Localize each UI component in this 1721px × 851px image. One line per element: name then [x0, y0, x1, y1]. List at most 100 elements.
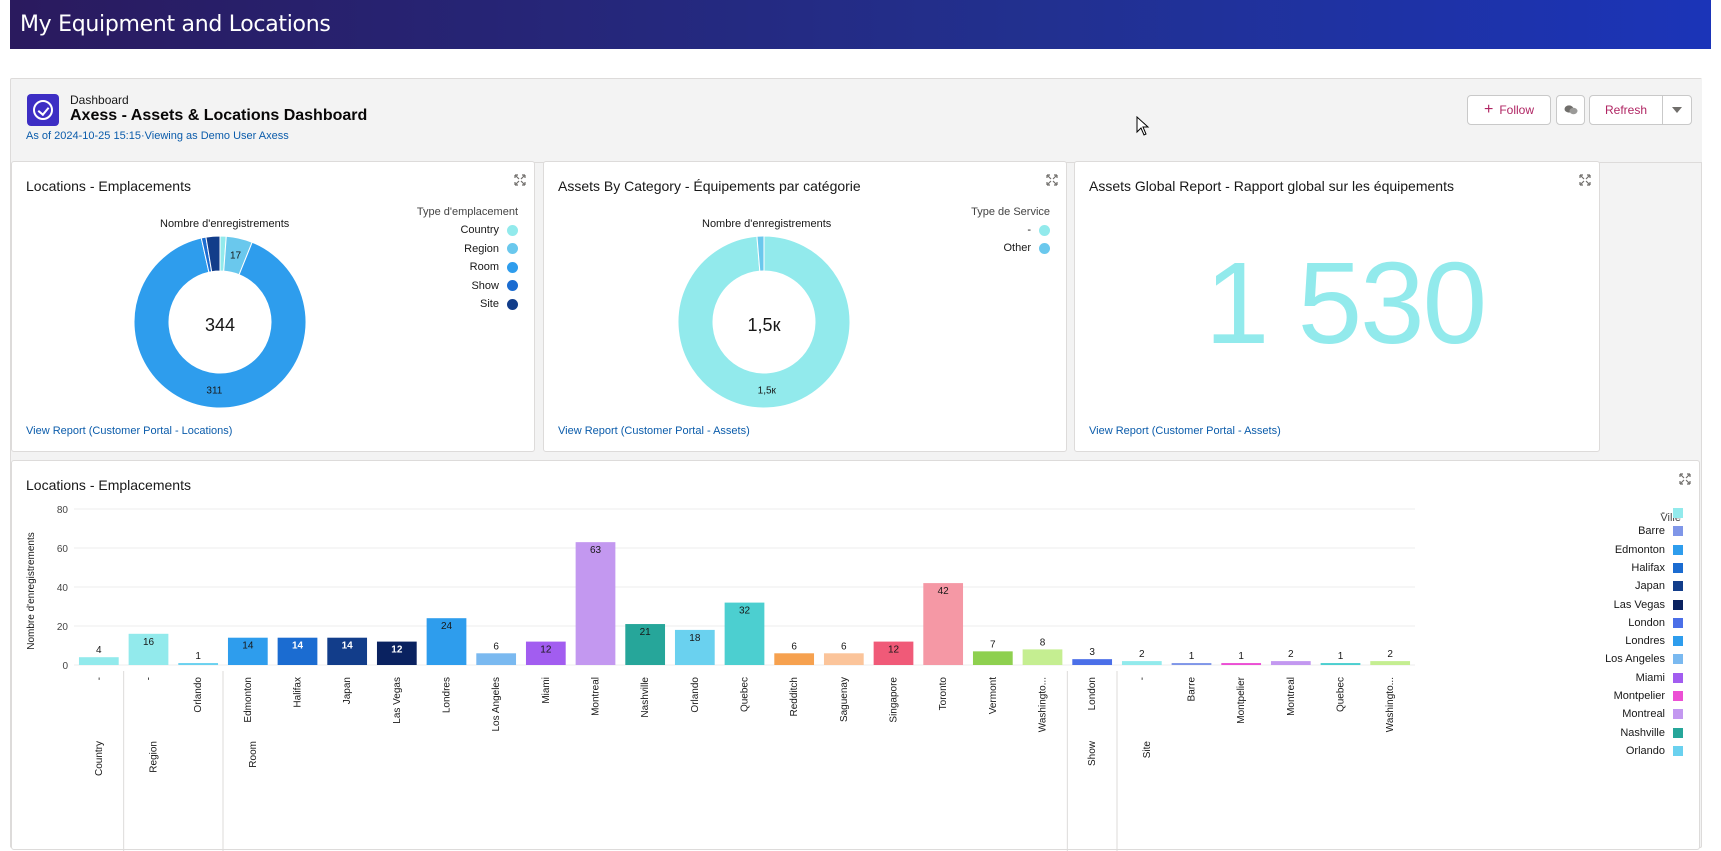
legend-item[interactable]: - — [1661, 507, 1683, 519]
legend-item[interactable]: Las Vegas — [1614, 599, 1683, 611]
legend-item[interactable]: Edmonton — [1615, 544, 1683, 556]
bar[interactable] — [575, 542, 616, 665]
x-tick-label: Edmonton — [243, 677, 254, 723]
legend-item[interactable]: Site — [480, 298, 518, 310]
legend-item[interactable]: Room — [470, 261, 518, 273]
expand-icon[interactable] — [1046, 174, 1058, 186]
bar[interactable] — [873, 641, 914, 665]
donut-slice-none[interactable] — [677, 235, 851, 409]
bar[interactable] — [625, 624, 666, 665]
locations-donut-chart[interactable]: 17 311 — [130, 232, 310, 412]
bar[interactable] — [1022, 649, 1063, 665]
legend-item[interactable]: Other — [1003, 242, 1050, 254]
x-tick-label: Saguenay — [839, 677, 850, 722]
legend-swatch — [1673, 617, 1683, 628]
bar[interactable] — [1270, 661, 1311, 665]
bar[interactable] — [277, 637, 318, 665]
legend-item[interactable]: Show — [471, 280, 518, 292]
donut-slice-room[interactable] — [133, 237, 307, 409]
legend-item[interactable]: Barre — [1638, 525, 1683, 537]
legend-item[interactable]: Orlando — [1626, 745, 1683, 757]
bar-data-label: 6 — [493, 641, 499, 652]
legend-item[interactable]: Nashville — [1620, 727, 1683, 739]
bar[interactable] — [376, 641, 417, 665]
donut-slice-other[interactable] — [756, 235, 765, 272]
more-actions-button[interactable] — [1662, 95, 1692, 125]
expand-icon[interactable] — [514, 174, 526, 186]
legend-label: Country — [460, 224, 499, 236]
card-title: Assets By Category - Équipements par cat… — [558, 178, 861, 194]
bar[interactable] — [1370, 661, 1411, 665]
bar[interactable] — [774, 653, 815, 665]
bar[interactable] — [327, 637, 368, 665]
legend-label: Room — [469, 261, 499, 273]
bar[interactable] — [923, 583, 964, 665]
legend-swatch — [507, 298, 518, 310]
subscribe-button[interactable] — [1556, 95, 1585, 125]
bar[interactable] — [476, 653, 517, 665]
bar[interactable] — [128, 633, 169, 665]
legend-item[interactable]: Miami — [1636, 672, 1683, 684]
legend-label: Barre — [1638, 525, 1665, 538]
bar[interactable] — [78, 657, 119, 665]
donut-center-value: 1,5к — [747, 315, 781, 335]
legend-label: Region — [464, 242, 499, 255]
legend-item[interactable]: Region — [464, 243, 518, 255]
legend-item[interactable]: Londres — [1625, 635, 1683, 647]
legend-item[interactable]: Japan — [1635, 580, 1683, 592]
view-report-link[interactable]: View Report (Customer Portal - Assets) — [558, 425, 750, 437]
bar[interactable] — [1171, 663, 1212, 665]
bar[interactable] — [972, 651, 1013, 665]
bar[interactable] — [1121, 661, 1162, 665]
bar-data-label: 6 — [841, 641, 847, 652]
x-tick-label: - — [1137, 677, 1148, 680]
legend-label: - — [1027, 224, 1031, 236]
x-tick-label: Londres — [442, 677, 453, 713]
legend-swatch — [1673, 544, 1683, 555]
x-tick-label: Singapore — [889, 677, 900, 723]
bar[interactable] — [1072, 659, 1113, 665]
bar-data-label: 42 — [938, 586, 950, 597]
view-report-link[interactable]: View Report (Customer Portal - Locations… — [26, 425, 233, 437]
legend-label: Site — [480, 298, 499, 310]
legend-item[interactable]: - — [1027, 224, 1050, 236]
legend-label: Montpelier — [1613, 690, 1665, 702]
bar[interactable] — [823, 653, 864, 665]
bar-data-label: 2 — [1288, 649, 1294, 660]
legend-item[interactable]: Montpelier — [1614, 690, 1683, 702]
bar[interactable] — [674, 629, 715, 665]
bar-data-label: 14 — [242, 641, 254, 652]
x-group-label: Country — [94, 741, 105, 776]
follow-button[interactable]: + Follow — [1467, 95, 1551, 125]
card-title: Locations - Emplacements — [26, 178, 191, 194]
legend-item[interactable]: Montreal — [1622, 708, 1683, 720]
x-tick-label: Nashville — [640, 677, 651, 718]
bar[interactable] — [724, 602, 765, 665]
legend-item[interactable]: Country — [460, 224, 518, 236]
legend-item[interactable]: Halifax — [1631, 562, 1683, 574]
assets-donut-chart[interactable]: 1,5к — [674, 232, 854, 412]
x-tick-label: Montpelier — [1236, 676, 1247, 723]
legend-swatch — [1673, 581, 1683, 592]
bar[interactable] — [1320, 663, 1361, 665]
legend-item[interactable]: London — [1628, 617, 1683, 629]
x-tick-label: Barre — [1187, 677, 1198, 702]
donut-slice-site[interactable] — [205, 235, 221, 273]
bar[interactable] — [426, 618, 467, 665]
bar[interactable] — [525, 641, 566, 665]
x-tick-label: Washingto... — [1038, 677, 1049, 732]
legend-label: Edmonton — [1614, 543, 1665, 556]
x-tick-label: Vermont — [988, 677, 999, 714]
bar[interactable] — [178, 663, 219, 665]
legend-item[interactable]: Los Angeles — [1605, 653, 1683, 665]
x-tick-label: Washingto... — [1385, 677, 1396, 732]
bar-data-label: 63 — [590, 545, 602, 556]
view-report-link[interactable]: View Report (Customer Portal - Assets) — [1089, 425, 1281, 437]
expand-icon[interactable] — [1679, 473, 1691, 485]
expand-icon[interactable] — [1579, 174, 1591, 186]
bar[interactable] — [1221, 663, 1262, 665]
refresh-button[interactable]: Refresh — [1589, 95, 1663, 125]
bar[interactable] — [227, 637, 268, 665]
legend-label: Las Vegas — [1613, 598, 1665, 611]
